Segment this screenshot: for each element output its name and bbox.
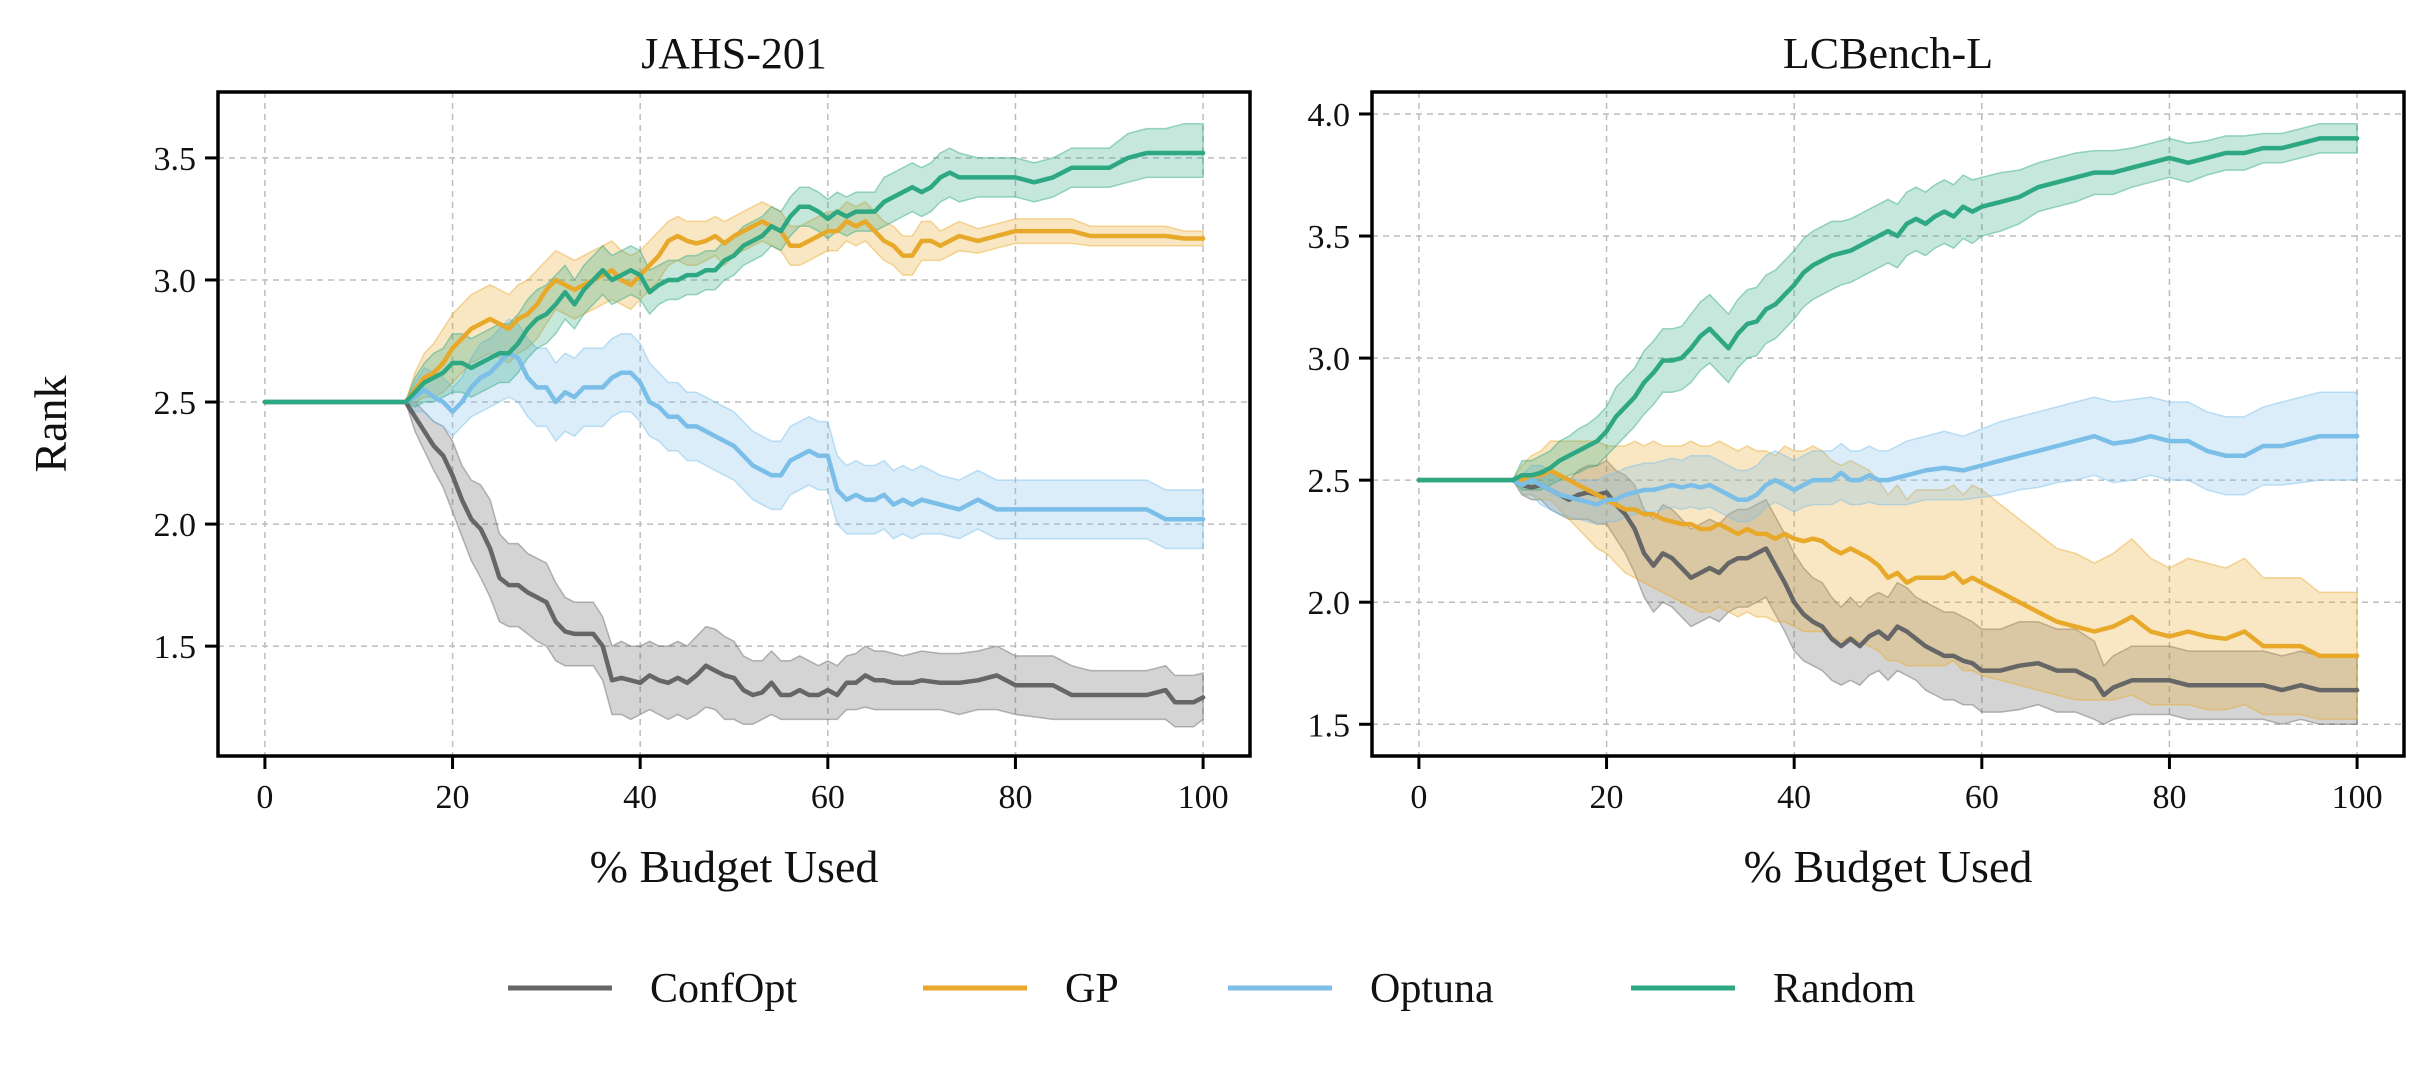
chart-title: LCBench-L [1783, 29, 1993, 78]
y-tick-label: 2.0 [1308, 585, 1351, 622]
x-tick-label: 20 [436, 779, 470, 816]
x-tick-label: 60 [811, 779, 845, 816]
ticks: 0 20 40 60 80 100 1.5 2.0 2.5 3.0 3.5 [154, 141, 1229, 816]
grid [218, 92, 1250, 756]
y-tick-label: 2.0 [154, 507, 197, 544]
confidence-bands [1418, 122, 2358, 726]
x-axis-label: % Budget Used [1744, 841, 2033, 892]
plot-frame [1370, 90, 2406, 758]
y-axis-label: Rank [25, 375, 76, 472]
y-tick-label: 4.0 [1308, 97, 1351, 134]
y-tick-label: 3.5 [154, 141, 197, 178]
line-gp [1416, 468, 2360, 659]
series-lines [1416, 136, 2360, 698]
line-optuna [1416, 433, 2360, 507]
legend-item-optuna: Optuna [1228, 966, 1494, 1012]
line-confopt [262, 399, 1206, 705]
legend-item-random: Random [1631, 966, 1916, 1012]
band-optuna [264, 318, 1204, 550]
chart-title: JAHS-201 [641, 29, 827, 78]
y-tick-label: 3.0 [1308, 341, 1351, 378]
legend-item-confopt: ConfOpt [508, 966, 797, 1012]
x-tick-label: 0 [256, 779, 273, 816]
legend: ConfOpt GP Optuna Random [508, 966, 1916, 1012]
line-random [262, 150, 1206, 405]
plot-frame [216, 90, 1252, 758]
legend-label-random: Random [1773, 966, 1916, 1012]
y-tick-label: 3.5 [1308, 219, 1351, 256]
legend-label-confopt: ConfOpt [650, 966, 797, 1012]
y-tick-label: 3.0 [154, 263, 197, 300]
x-tick-label: 40 [623, 779, 657, 816]
y-tick-label: 2.5 [154, 385, 197, 422]
chart-panel-jahs: 0 20 40 60 80 100 1.5 2.0 2.5 3.0 3.5 JAHS-201 % Bud… [25, 29, 1252, 892]
x-tick-label: 0 [1410, 779, 1427, 816]
y-tick-label: 1.5 [154, 629, 197, 666]
x-tick-label: 60 [1965, 779, 1999, 816]
series-lines [262, 150, 1206, 705]
confidence-bands [264, 122, 1204, 728]
x-tick-label: 40 [1777, 779, 1811, 816]
x-tick-label: 100 [1178, 779, 1229, 816]
x-tick-label: 20 [1590, 779, 1624, 816]
chart-panel-lcbench: 0 20 40 60 80 100 1.5 2.0 2.5 3.0 3.5 4.0 LCBench-L%… [1308, 29, 2406, 892]
band-random [264, 122, 1204, 408]
x-tick-label: 100 [2332, 779, 2383, 816]
legend-item-gp: GP [923, 966, 1119, 1012]
x-tick-label: 80 [2152, 779, 2186, 816]
y-tick-label: 1.5 [1308, 707, 1351, 744]
legend-label-gp: GP [1065, 966, 1119, 1012]
legend-label-optuna: Optuna [1370, 966, 1494, 1012]
line-gp [262, 219, 1206, 405]
grid [1372, 92, 2404, 756]
x-axis-label: % Budget Used [590, 841, 879, 892]
y-tick-label: 2.5 [1308, 463, 1351, 500]
x-tick-label: 80 [998, 779, 1032, 816]
line-random [1416, 136, 2360, 483]
ticks: 0 20 40 60 80 100 1.5 2.0 2.5 3.0 3.5 4.0 [1308, 97, 2383, 816]
